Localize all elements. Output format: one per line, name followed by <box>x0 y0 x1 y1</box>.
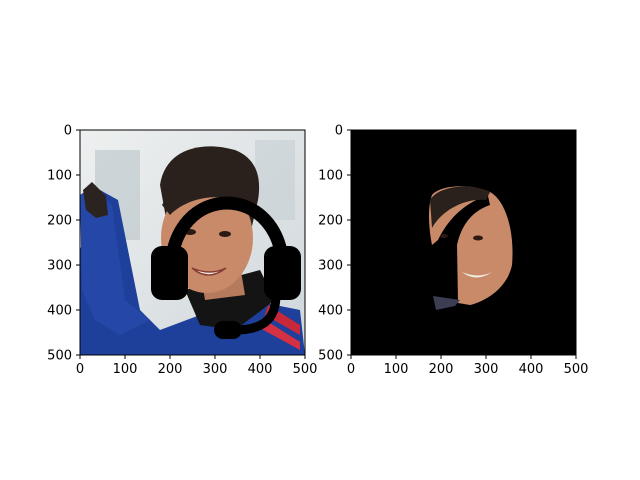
left-image-panel <box>80 130 305 355</box>
left-xtick-label: 100 <box>113 362 138 377</box>
left-xtick-label: 400 <box>248 362 273 377</box>
right-axes-frame <box>350 129 577 356</box>
left-xtick-label: 0 <box>76 362 84 377</box>
left-ytick-label: 100 <box>47 169 72 184</box>
left-ytick-label: 500 <box>47 349 72 364</box>
left-xtick-label: 300 <box>203 362 228 377</box>
right-ytick-label: 500 <box>318 349 343 364</box>
left-ytick-label: 0 <box>64 124 72 139</box>
left-ytick-label: 300 <box>47 259 72 274</box>
left-xtick-label: 200 <box>158 362 183 377</box>
right-ytick-label: 200 <box>318 214 343 229</box>
right-xtick-label: 200 <box>429 362 454 377</box>
right-image-panel <box>351 130 576 355</box>
left-ytick-label: 400 <box>47 304 72 319</box>
right-ytick-label: 0 <box>335 124 343 139</box>
right-xtick-label: 400 <box>519 362 544 377</box>
axis-ticks: 0 100 200 300 400 500 0 100 200 300 400 500 0 100 200 3… <box>47 124 588 378</box>
right-ytick-label: 100 <box>318 169 343 184</box>
left-axes-frame <box>79 129 306 356</box>
right-xtick-label: 500 <box>564 362 589 377</box>
right-xtick-label: 300 <box>474 362 499 377</box>
right-xtick-label: 0 <box>347 362 355 377</box>
right-xtick-label: 100 <box>384 362 409 377</box>
right-ytick-label: 400 <box>318 304 343 319</box>
right-ytick-label: 300 <box>318 259 343 274</box>
left-xtick-label: 500 <box>293 362 318 377</box>
headset-icon <box>151 196 301 339</box>
left-ytick-label: 200 <box>47 214 72 229</box>
